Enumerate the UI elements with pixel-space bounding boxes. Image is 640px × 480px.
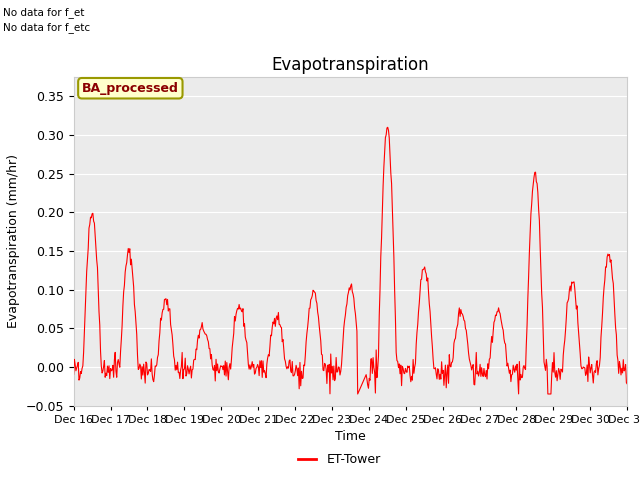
Legend: ET-Tower: ET-Tower — [292, 448, 386, 471]
X-axis label: Time: Time — [335, 430, 366, 443]
Text: No data for f_et: No data for f_et — [3, 7, 84, 18]
Y-axis label: Evapotranspiration (mm/hr): Evapotranspiration (mm/hr) — [7, 154, 20, 328]
Text: BA_processed: BA_processed — [82, 82, 179, 95]
Title: Evapotranspiration: Evapotranspiration — [271, 56, 429, 74]
Text: No data for f_etc: No data for f_etc — [3, 22, 90, 33]
